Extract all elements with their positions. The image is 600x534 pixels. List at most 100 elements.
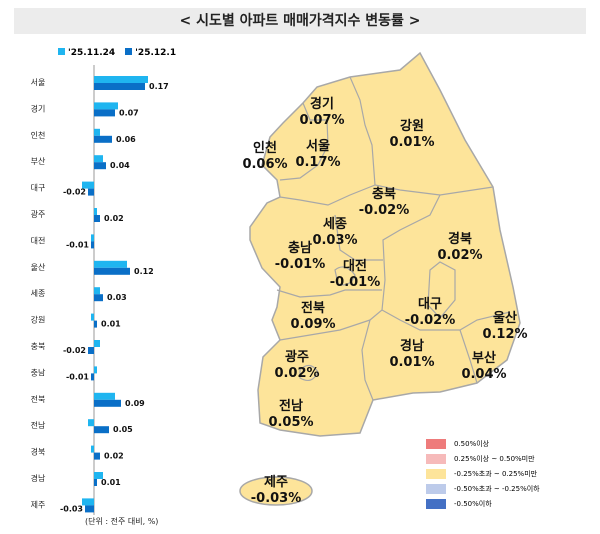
bar-prev bbox=[94, 392, 115, 400]
region-name: 대전 bbox=[343, 258, 367, 274]
bar-curr bbox=[94, 267, 130, 275]
bar-curr bbox=[94, 399, 121, 407]
category-label: 광주 bbox=[31, 209, 46, 219]
region-value: 0.03% bbox=[312, 233, 357, 248]
region-value: -0.01% bbox=[275, 257, 326, 272]
bar-curr bbox=[94, 294, 103, 302]
unit-note: (단위 : 전주 대비, %) bbox=[85, 517, 159, 526]
category-label: 경기 bbox=[31, 103, 46, 113]
region-borders bbox=[276, 76, 511, 401]
category-label: 대구 bbox=[31, 184, 46, 193]
category-label: 충남 bbox=[31, 368, 46, 377]
bar-prev bbox=[94, 76, 148, 83]
legend-swatch bbox=[426, 468, 446, 479]
region-value: 0.04% bbox=[461, 367, 506, 382]
map-legend-item: -0.50%초과 ~ -0.25%이하 bbox=[426, 481, 540, 496]
bar-curr bbox=[94, 162, 106, 170]
bar-curr bbox=[88, 347, 94, 354]
bar-prev bbox=[94, 287, 100, 295]
bar-prev bbox=[94, 340, 100, 347]
data-label: -0.03 bbox=[60, 504, 83, 513]
data-label: 0.02 bbox=[104, 214, 124, 223]
region-name: 전북 bbox=[301, 300, 325, 316]
region-value: 0.01% bbox=[389, 355, 434, 370]
bar-curr bbox=[88, 188, 94, 196]
map-legend-item: -0.25%초과 ~ 0.25%미만 bbox=[426, 466, 540, 481]
data-label: 0.12 bbox=[134, 267, 154, 276]
category-label: 경남 bbox=[31, 473, 46, 483]
legend-swatch bbox=[426, 438, 446, 449]
category-label: 서울 bbox=[31, 78, 46, 87]
region-value: 0.12% bbox=[482, 327, 527, 342]
bar-curr bbox=[91, 373, 94, 381]
bar-prev bbox=[88, 419, 94, 427]
region-name: 경남 bbox=[400, 338, 424, 354]
bar-curr bbox=[94, 109, 115, 117]
data-label: 0.03 bbox=[107, 293, 127, 302]
bar-curr bbox=[94, 215, 100, 222]
data-label: 0.01 bbox=[101, 320, 121, 329]
region-value: 0.17% bbox=[295, 155, 340, 170]
region-name: 경북 bbox=[448, 231, 472, 247]
legend-item-prev: '25.11.24 bbox=[58, 48, 115, 58]
region-value: -0.01% bbox=[330, 275, 381, 290]
region-name: 강원 bbox=[400, 118, 424, 134]
region-name: 서울 bbox=[306, 138, 330, 154]
bar-prev bbox=[82, 181, 94, 189]
region-value: 0.07% bbox=[299, 113, 344, 128]
data-label: 0.06 bbox=[116, 135, 136, 144]
bar-curr bbox=[94, 83, 145, 90]
category-label: 부산 bbox=[31, 156, 46, 166]
map-legend: 0.50%이상 0.25%이상 ~ 0.50%미만 -0.25%초과 ~ 0.25%… bbox=[426, 436, 540, 511]
region-value: 0.05% bbox=[268, 415, 313, 430]
region-value: -0.03% bbox=[251, 491, 302, 506]
bar-prev bbox=[94, 155, 103, 163]
data-label: -0.01 bbox=[66, 372, 89, 381]
data-label: 0.05 bbox=[113, 425, 133, 434]
region-value: 0.02% bbox=[437, 248, 482, 263]
bar-curr bbox=[94, 135, 112, 143]
category-label: 울산 bbox=[31, 262, 46, 272]
data-label: 0.02 bbox=[104, 452, 124, 461]
category-label: 인천 bbox=[31, 130, 46, 140]
data-label: 0.07 bbox=[119, 108, 139, 117]
bar-prev bbox=[91, 313, 94, 321]
chart-legend: '25.11.24 '25.12.1 bbox=[58, 48, 176, 58]
region-value: 0.09% bbox=[290, 317, 335, 332]
legend-label: 0.25%이상 ~ 0.50%미만 bbox=[454, 454, 535, 463]
region-name: 세종 bbox=[323, 217, 347, 232]
bar-prev bbox=[94, 366, 97, 374]
region-name: 인천 bbox=[253, 140, 277, 156]
data-label: 0.09 bbox=[125, 399, 145, 408]
region-name: 충북 bbox=[372, 186, 396, 202]
region-value: -0.02% bbox=[359, 203, 410, 218]
category-label: 대전 bbox=[31, 235, 46, 245]
bar-curr bbox=[94, 479, 97, 486]
region-name: 전남 bbox=[279, 398, 303, 414]
map-legend-item: -0.50%이하 bbox=[426, 496, 540, 511]
data-label: -0.01 bbox=[66, 240, 89, 249]
data-label: -0.02 bbox=[63, 188, 86, 197]
jeju-island bbox=[239, 476, 313, 506]
legend-swatch bbox=[426, 498, 446, 509]
map-legend-item: 0.25%이상 ~ 0.50%미만 bbox=[426, 451, 540, 466]
bar-prev bbox=[94, 208, 97, 215]
bar-chart: 서울 0.17 경기 0.07 인천 0.06 부산 0.04 대구 -0.02 광주 0.02 대전 -… bbox=[31, 65, 169, 515]
bar-curr bbox=[94, 452, 100, 460]
bar-prev bbox=[91, 445, 94, 453]
category-label: 강원 bbox=[31, 315, 46, 325]
region-value: 0.02% bbox=[274, 366, 319, 381]
region-value: 0.01% bbox=[389, 135, 434, 150]
bar-prev bbox=[91, 234, 94, 242]
region-name: 부산 bbox=[472, 350, 496, 366]
legend-item-curr: '25.12.1 bbox=[125, 48, 176, 58]
bar-curr bbox=[91, 241, 94, 249]
bar-prev bbox=[94, 260, 127, 268]
category-label: 전북 bbox=[31, 394, 46, 404]
region-name: 대구 bbox=[418, 297, 442, 312]
category-label: 전남 bbox=[31, 420, 46, 430]
data-label: -0.02 bbox=[63, 346, 86, 355]
mainland-outline bbox=[249, 51, 521, 437]
